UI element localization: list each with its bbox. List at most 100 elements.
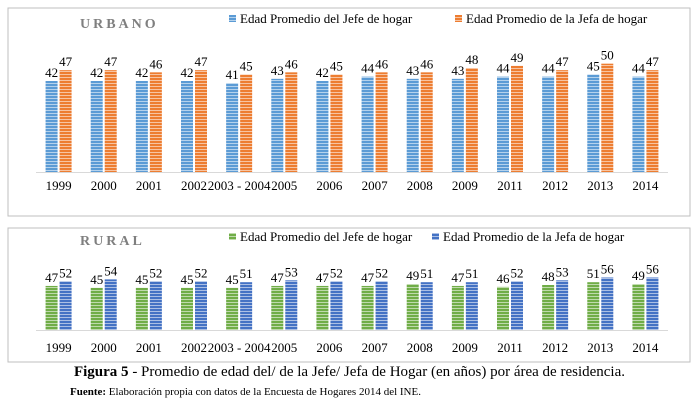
figure-label: Figura 5 xyxy=(73,364,129,380)
data-label: 44 xyxy=(632,61,646,76)
x-tick-label: 2008 xyxy=(407,178,433,193)
bar xyxy=(497,286,509,330)
bar xyxy=(226,287,239,330)
bar xyxy=(195,281,207,330)
data-label: 52 xyxy=(149,265,162,280)
bar xyxy=(271,78,284,172)
bar xyxy=(632,76,645,172)
bar xyxy=(497,76,509,172)
legend-swatch xyxy=(229,15,236,22)
data-label: 47 xyxy=(195,54,209,69)
data-label: 42 xyxy=(316,65,329,80)
data-label: 41 xyxy=(226,67,239,82)
bar xyxy=(511,281,523,330)
x-tick-label: 2009 xyxy=(452,340,478,355)
bar xyxy=(181,81,193,172)
data-label: 49 xyxy=(632,268,645,283)
data-label: 47 xyxy=(104,54,118,69)
data-label: 47 xyxy=(556,54,570,69)
data-label: 49 xyxy=(511,50,524,65)
bar xyxy=(226,83,239,172)
bar xyxy=(556,70,569,172)
chart-rural: RURAL Edad Promedio del Jefe de hogar Edad… xyxy=(7,227,691,363)
data-label: 46 xyxy=(375,56,389,71)
bar xyxy=(632,284,645,330)
bar xyxy=(149,281,162,330)
x-tick-label: 2003 - 2004 xyxy=(208,178,271,193)
data-label: 46 xyxy=(497,271,511,286)
data-label: 44 xyxy=(497,61,511,76)
x-tick-label: 2002 xyxy=(181,178,207,193)
data-label: 47 xyxy=(59,54,73,69)
data-label: 46 xyxy=(285,56,299,71)
x-tick-label: 2007 xyxy=(362,178,389,193)
x-tick-label: 2001 xyxy=(136,340,162,355)
data-label: 52 xyxy=(330,265,343,280)
bar xyxy=(59,70,72,172)
data-label: 45 xyxy=(181,272,194,287)
x-tick-label: 2014 xyxy=(632,178,659,193)
chart-urbano: URBANO Edad Promedio del Jefe de hogar Eda… xyxy=(7,7,691,217)
x-tick-label: 2011 xyxy=(497,340,523,355)
data-label: 45 xyxy=(587,59,600,74)
bar xyxy=(406,78,419,172)
bar xyxy=(240,282,253,330)
bar xyxy=(240,74,253,172)
x-tick-label: 1999 xyxy=(46,178,72,193)
data-label: 47 xyxy=(316,270,330,285)
bar xyxy=(135,287,148,330)
bar xyxy=(316,285,329,330)
legend-label: Edad Promedio de la Jefa de hogar xyxy=(443,229,625,244)
data-label: 56 xyxy=(646,262,660,277)
chart-frame xyxy=(7,227,691,363)
bar xyxy=(104,279,117,330)
bar xyxy=(587,282,600,330)
data-label: 45 xyxy=(90,272,103,287)
data-label: 47 xyxy=(451,270,465,285)
data-label: 52 xyxy=(511,265,524,280)
data-label: 44 xyxy=(542,61,556,76)
legend-swatch xyxy=(229,233,236,240)
x-tick-label: 2005 xyxy=(271,340,297,355)
data-label: 53 xyxy=(285,264,298,279)
data-label: 43 xyxy=(271,63,284,78)
bar xyxy=(361,76,374,172)
bar xyxy=(542,76,555,172)
data-label: 54 xyxy=(104,263,118,278)
legend-swatch xyxy=(432,233,439,240)
bar xyxy=(601,277,614,330)
legend-label: Edad Promedio de la Jefa de hogar xyxy=(466,11,648,26)
bar xyxy=(316,81,329,172)
bar xyxy=(330,74,343,172)
data-label: 45 xyxy=(330,59,343,74)
x-tick-label: 2006 xyxy=(316,178,343,193)
bar xyxy=(465,68,478,172)
bar xyxy=(556,280,569,330)
source-text: Elaboración propia con datos de la Encue… xyxy=(106,386,421,398)
data-label: 56 xyxy=(601,262,615,277)
bar xyxy=(451,285,464,330)
data-label: 42 xyxy=(45,65,58,80)
x-tick-label: 2012 xyxy=(542,178,568,193)
data-label: 52 xyxy=(375,265,388,280)
x-tick-label: 2000 xyxy=(91,340,117,355)
data-label: 43 xyxy=(451,63,464,78)
legend-swatch xyxy=(455,15,462,22)
figure-source: Fuente: Elaboración propia con datos de … xyxy=(70,386,421,398)
bar xyxy=(375,72,388,172)
bar xyxy=(601,63,614,172)
x-tick-label: 2001 xyxy=(136,178,162,193)
chart-title: URBANO xyxy=(80,17,159,32)
x-tick-label: 2002 xyxy=(181,340,207,355)
data-label: 46 xyxy=(149,56,163,71)
legend-label: Edad Promedio del Jefe de hogar xyxy=(240,229,413,244)
bar xyxy=(361,285,374,330)
data-label: 51 xyxy=(420,266,433,281)
x-tick-label: 2008 xyxy=(407,340,433,355)
x-tick-label: 2003 - 2004 xyxy=(208,340,271,355)
x-tick-label: 2000 xyxy=(91,178,117,193)
bar xyxy=(587,74,600,172)
bar xyxy=(90,81,103,172)
data-label: 47 xyxy=(646,54,660,69)
